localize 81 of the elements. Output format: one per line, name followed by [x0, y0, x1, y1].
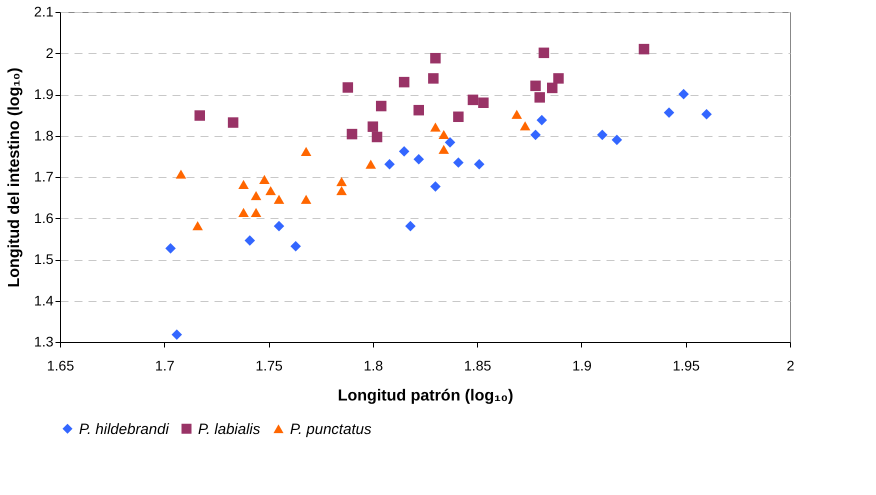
point: [342, 82, 354, 93]
point: [474, 158, 484, 170]
point: [530, 130, 541, 140]
point: [534, 92, 545, 103]
point: [414, 154, 424, 165]
x-axis-title: Longitud patrón (log₁₀): [338, 388, 514, 404]
point: [265, 186, 276, 196]
x-tick-label: 1.65: [46, 358, 74, 374]
point: [274, 220, 284, 232]
point: [478, 98, 489, 108]
point: [368, 121, 378, 132]
point: [346, 128, 358, 140]
legend-label: P. hildebrandi: [79, 420, 170, 438]
point: [250, 208, 262, 218]
y-tick-label: 1.3: [34, 334, 54, 350]
x-tick-label: 1.7: [155, 358, 175, 374]
point: [678, 88, 689, 100]
point: [244, 235, 256, 246]
y-tick-label: 1.4: [34, 292, 54, 308]
point: [376, 100, 386, 112]
point: [259, 174, 270, 184]
legend-label: P. labialis: [198, 420, 261, 438]
point: [428, 73, 439, 84]
point: [430, 122, 441, 132]
point: [520, 121, 530, 130]
x-tick-label: 1.75: [255, 358, 283, 374]
point: [405, 220, 416, 232]
point: [664, 107, 674, 118]
point: [612, 134, 622, 146]
point: [468, 94, 478, 106]
point: [453, 112, 464, 122]
y-tick-label: 1.7: [34, 168, 54, 184]
y-tick-label: 1.6: [34, 210, 54, 226]
point: [538, 48, 550, 58]
point: [444, 137, 456, 148]
point: [398, 146, 410, 157]
x-tick-label: 1.95: [672, 358, 700, 374]
x-tick-label: 1.8: [364, 358, 384, 374]
legend-label: P. punctatus: [290, 420, 372, 438]
point: [597, 130, 608, 140]
point: [192, 221, 203, 230]
point: [438, 144, 450, 154]
point: [194, 110, 205, 121]
y-tick-label: 2.1: [34, 4, 54, 20]
point: [300, 194, 312, 204]
point: [546, 82, 558, 94]
point: [165, 243, 176, 254]
point: [430, 52, 441, 64]
point: [384, 158, 395, 170]
x-tick-label: 1.85: [464, 358, 492, 374]
y-axis-title: Longitud del intestino (log₁₀): [6, 67, 24, 288]
point: [238, 180, 249, 189]
y-tick-label: 2: [46, 44, 54, 61]
x-tick-label: 1.9: [572, 358, 592, 374]
point: [300, 146, 312, 156]
point: [366, 160, 376, 169]
y-tick-label: 1.9: [34, 86, 54, 102]
point: [536, 114, 548, 126]
point: [274, 194, 284, 204]
point: [553, 73, 564, 84]
point: [414, 104, 424, 116]
point: [290, 241, 301, 252]
point: [438, 130, 450, 140]
point: [398, 76, 410, 88]
x-tick-label: 2: [786, 358, 795, 374]
point: [336, 186, 347, 196]
point: [238, 208, 249, 218]
point: [372, 132, 382, 142]
point: [176, 170, 186, 179]
y-tick-label: 1.8: [34, 127, 54, 144]
point: [453, 157, 464, 168]
point: [638, 44, 650, 54]
y-tick-label: 1.5: [34, 251, 54, 267]
point: [430, 181, 441, 192]
point: [172, 329, 182, 340]
point: [336, 176, 347, 186]
point: [512, 110, 522, 119]
point: [228, 117, 238, 128]
point: [530, 80, 541, 92]
point: [701, 109, 712, 120]
point: [250, 191, 262, 200]
